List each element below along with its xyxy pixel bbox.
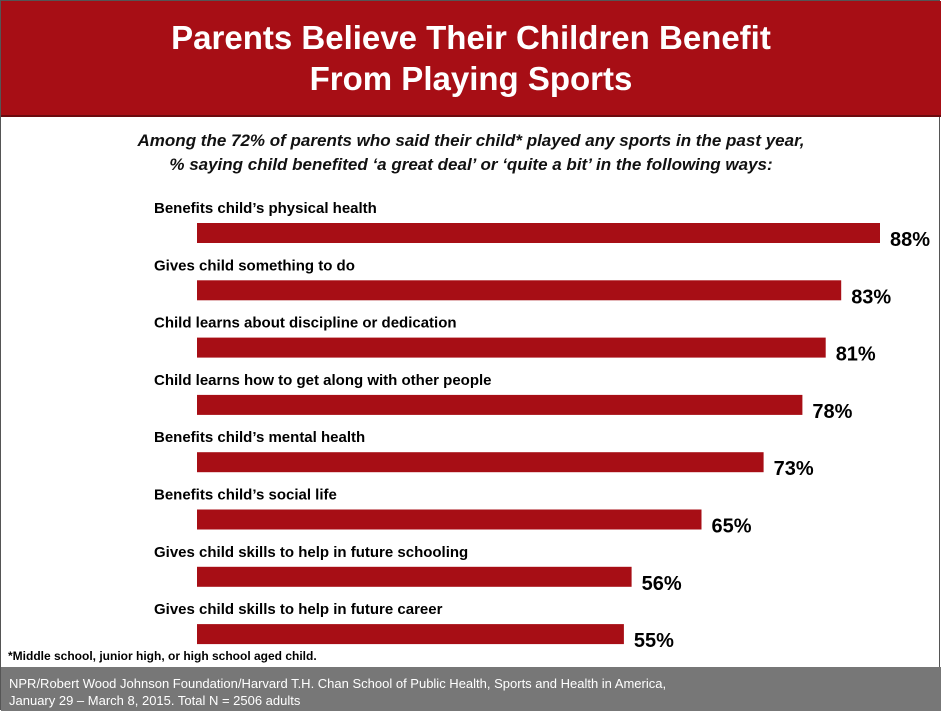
value-label: 73% [774,458,814,480]
title-line-2: From Playing Sports [309,60,633,97]
footnote: *Middle school, junior high, or high sch… [8,649,317,663]
bar [197,624,624,645]
value-label: 56% [642,573,682,595]
category-label: Benefits child’s social life [154,487,337,504]
category-label: Child learns how to get along with other… [154,372,492,389]
title-line-1: Parents Believe Their Children Benefit [171,19,771,56]
bar [197,452,764,473]
category-label: Gives child skills to help in future car… [154,601,443,618]
category-label: Benefits child’s mental health [154,429,365,446]
value-label: 78% [812,401,852,423]
chart-canvas: Benefits child’s physical health 88% Gives… [154,200,930,652]
bar [197,223,880,243]
value-label: 55% [634,630,674,652]
bar [197,394,803,415]
bar [197,337,826,358]
subtitle-line-2: % saying child benefited ‘a great deal’ … [169,155,773,174]
bar [197,280,842,301]
chart-subtitle: Among the 72% of parents who said their … [1,129,941,177]
bar [197,509,702,530]
category-label: Child learns about discipline or dedicat… [154,315,457,332]
category-label: Benefits child’s physical health [154,200,377,217]
value-label: 81% [836,344,876,366]
source-line-2: January 29 – March 8, 2015. Total N = 25… [9,693,301,708]
bar [197,566,632,587]
source-bar: NPR/Robert Wood Johnson Foundation/Harva… [1,667,941,711]
value-label: 88% [890,229,930,251]
source-line-1: NPR/Robert Wood Johnson Foundation/Harva… [9,676,667,691]
value-label: 83% [851,286,891,308]
subtitle-line-1: Among the 72% of parents who said their … [137,131,805,150]
category-label: Gives child something to do [154,257,355,274]
title-banner: Parents Believe Their Children Benefit F… [1,1,941,117]
category-label: Gives child skills to help in future sch… [154,544,468,561]
value-label: 65% [712,516,752,538]
